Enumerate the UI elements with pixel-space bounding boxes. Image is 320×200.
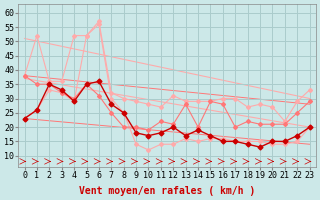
X-axis label: Vent moyen/en rafales ( km/h ): Vent moyen/en rafales ( km/h ) <box>79 186 255 196</box>
